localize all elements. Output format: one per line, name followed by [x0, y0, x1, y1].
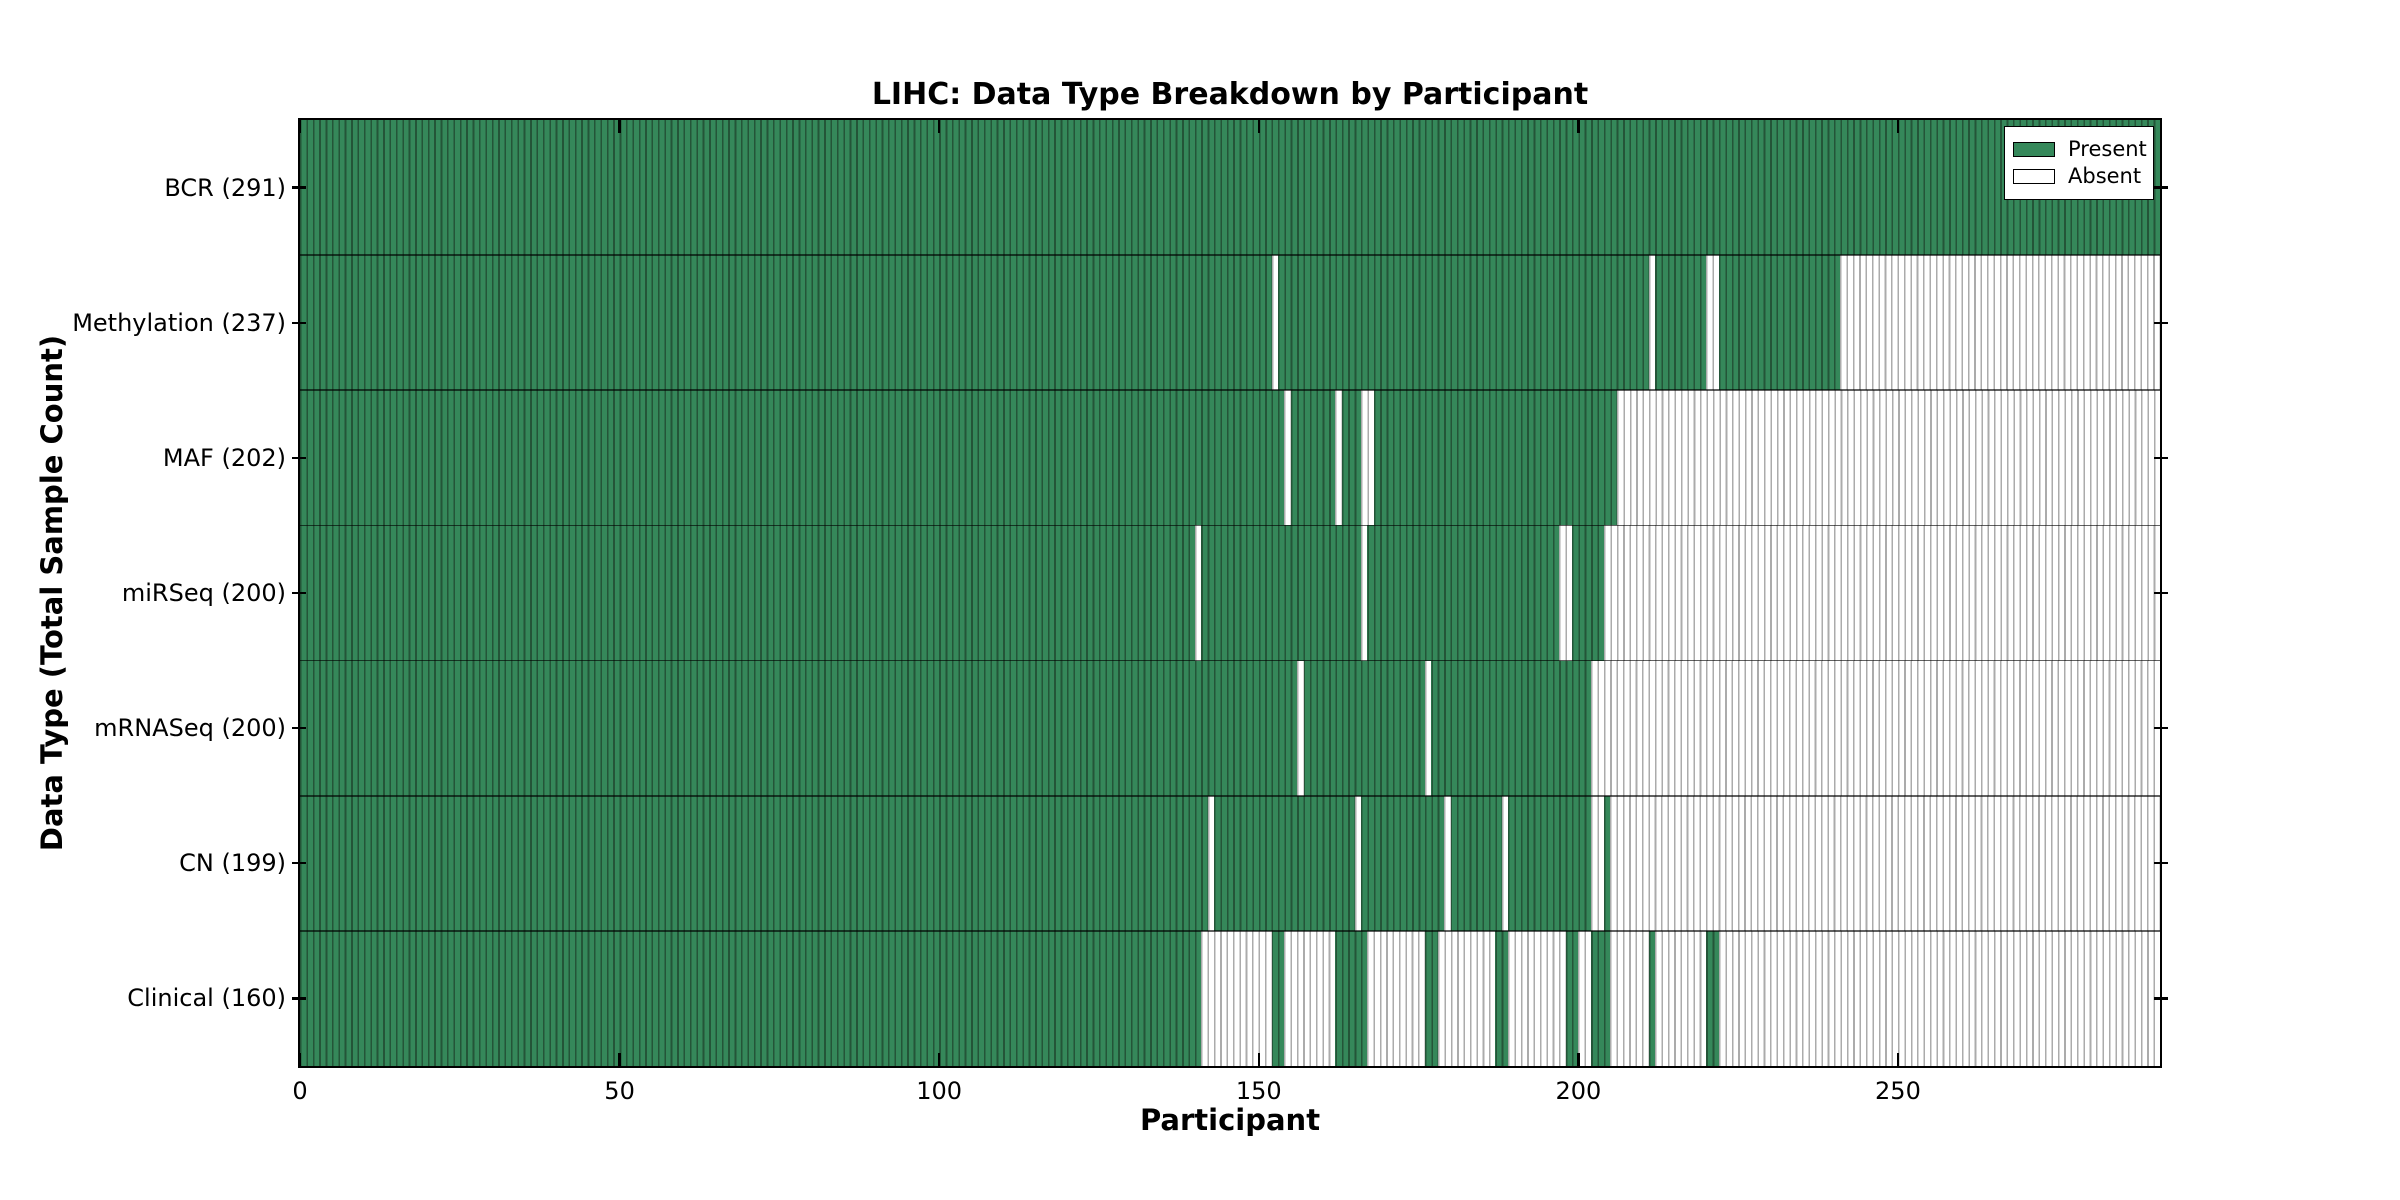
xtick-label: 150 — [1235, 1077, 1282, 1105]
absent-segment — [1367, 930, 1425, 1066]
xtick-mark-bottom — [1577, 1053, 1580, 1066]
absent-segment — [1559, 525, 1572, 661]
xtick-mark-top — [1257, 120, 1260, 133]
ytick-mark-right — [2154, 321, 2168, 324]
ytick-mark-left — [292, 456, 306, 460]
row-band-mRNASeq — [300, 660, 2160, 796]
xtick-mark-top — [298, 120, 302, 133]
absent-segment — [1616, 390, 2160, 526]
xtick-mark-top — [1577, 120, 1580, 133]
absent-segment — [1591, 795, 1604, 931]
xtick-label: 0 — [292, 1077, 308, 1105]
absent-segment — [1284, 390, 1291, 526]
absent-segment — [1194, 525, 1202, 661]
ytick-label-MAF: MAF (202) — [162, 443, 286, 472]
xtick-mark-bottom — [618, 1053, 621, 1066]
x-axis-label: Participant — [1139, 1103, 1321, 1137]
absent-segment — [1444, 795, 1451, 931]
ytick-mark-right — [2154, 726, 2168, 730]
ytick-mark-right — [2154, 591, 2168, 595]
ytick-mark-left — [292, 321, 306, 324]
absent-segment — [1361, 390, 1374, 526]
xtick-label: 100 — [916, 1077, 963, 1105]
absent-segment — [1361, 525, 1368, 661]
legend-label-absent: Absent — [2068, 164, 2142, 188]
absent-segment — [1271, 255, 1278, 391]
present-swatch — [2013, 141, 2055, 157]
xtick-mark-top — [937, 120, 941, 133]
absent-segment — [1207, 795, 1215, 931]
ytick-mark-left — [292, 997, 306, 1000]
row-band-CN — [300, 795, 2160, 931]
absent-segment — [1718, 930, 2160, 1066]
legend-entry-present: Present — [2013, 137, 2147, 161]
absent-segment — [1591, 660, 2160, 796]
absent-segment — [1655, 930, 1707, 1066]
ytick-mark-left — [292, 186, 306, 189]
ytick-label-mRNASeq: mRNASeq (200) — [94, 714, 286, 743]
absent-segment — [1578, 930, 1592, 1066]
ytick-mark-left — [292, 726, 306, 730]
absent-segment — [1437, 930, 1496, 1066]
absent-segment — [1354, 795, 1362, 931]
absent-segment — [1603, 525, 2160, 661]
ytick-mark-right — [2154, 997, 2168, 1000]
absent-segment — [1610, 795, 2160, 931]
absent-segment — [1706, 255, 1719, 391]
absent-segment — [1201, 930, 1272, 1066]
absent-segment — [1648, 255, 1656, 391]
absent-segment — [1284, 930, 1336, 1066]
row-band-BCR — [300, 120, 2160, 256]
absent-segment — [1840, 255, 2160, 391]
row-separator — [300, 794, 2160, 797]
absent-segment — [1610, 930, 1649, 1066]
row-separator — [300, 659, 2160, 662]
xtick-label: 250 — [1875, 1077, 1921, 1105]
legend-label-present: Present — [2068, 137, 2147, 161]
xtick-mark-bottom — [1257, 1053, 1260, 1066]
row-separator — [300, 389, 2160, 392]
absent-segment — [1501, 795, 1509, 931]
xtick-mark-bottom — [298, 1053, 302, 1066]
ytick-mark-right — [2154, 862, 2168, 865]
absent-segment — [1297, 660, 1304, 796]
xtick-label: 50 — [604, 1077, 635, 1105]
row-band-miRSeq — [300, 525, 2160, 661]
legend: Present Absent — [2004, 126, 2154, 200]
xtick-mark-bottom — [1896, 1053, 1900, 1066]
row-band-MAF — [300, 390, 2160, 526]
absent-segment — [1508, 930, 1566, 1066]
legend-entry-absent: Absent — [2013, 164, 2143, 188]
ytick-mark-right — [2154, 456, 2168, 460]
row-band-Methylation — [300, 255, 2160, 391]
absent-segment — [1424, 660, 1432, 796]
absent-segment — [1335, 390, 1342, 526]
xtick-label: 200 — [1555, 1077, 1602, 1105]
ytick-mark-left — [292, 591, 306, 595]
row-separator — [300, 524, 2160, 527]
xtick-mark-top — [618, 120, 621, 133]
chart-title: LIHC: Data Type Breakdown by Participant — [871, 77, 1589, 112]
row-separator — [300, 930, 2160, 932]
ytick-label-CN: CN (199) — [179, 849, 286, 878]
xtick-mark-top — [1896, 120, 1900, 133]
row-band-Clinical — [300, 930, 2160, 1066]
absent-swatch — [2013, 168, 2055, 184]
ytick-label-miRSeq: miRSeq (200) — [121, 579, 286, 607]
ytick-mark-right — [2154, 186, 2168, 189]
ytick-label-BCR: BCR (291) — [164, 173, 286, 202]
ytick-label-Methylation: Methylation (237) — [72, 308, 286, 337]
ytick-mark-left — [292, 862, 306, 865]
xtick-mark-bottom — [937, 1053, 941, 1066]
ytick-label-Clinical: Clinical (160) — [127, 984, 286, 1013]
row-separator — [300, 254, 2160, 256]
